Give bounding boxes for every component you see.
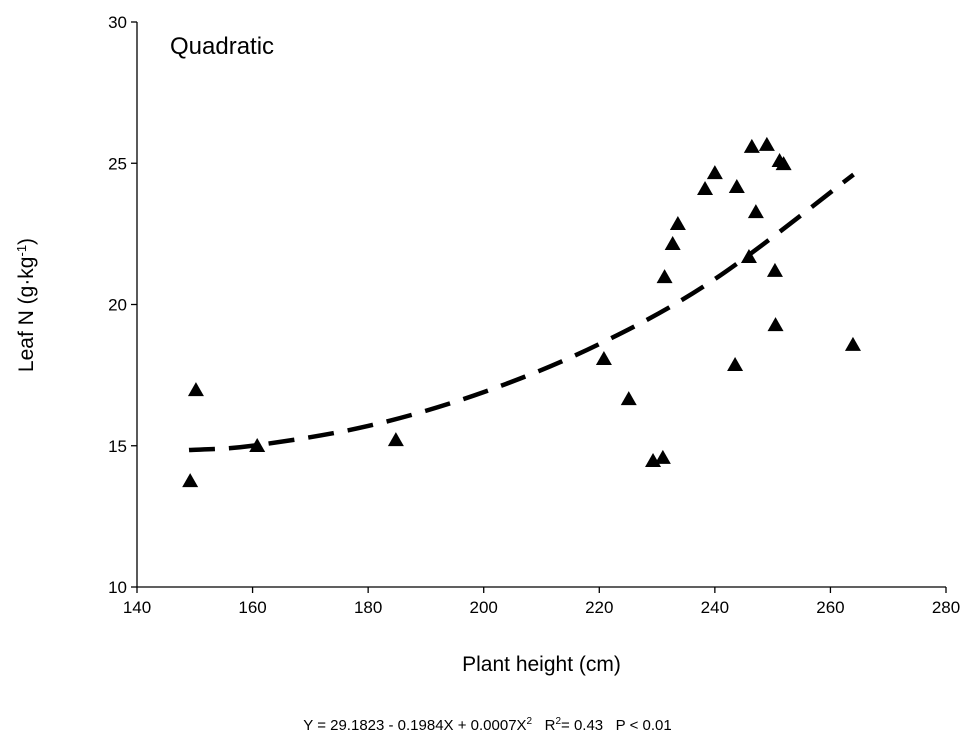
r-squared-value: = 0.43 <box>561 717 604 734</box>
x-tick-label: 280 <box>932 598 960 617</box>
x-tick-label: 160 <box>238 598 266 617</box>
chart-title: Quadratic <box>170 33 274 60</box>
data-point <box>595 351 612 366</box>
data-point <box>697 180 714 195</box>
equation-main: Y = 29.1823 - 0.1984X + 0.0007X <box>303 717 527 734</box>
y-tick-label: 25 <box>108 154 127 173</box>
data-point <box>620 391 637 406</box>
data-point <box>654 449 671 464</box>
equation-exponent: 2 <box>526 716 533 727</box>
data-point <box>669 215 686 230</box>
x-tick-label: 260 <box>816 598 844 617</box>
x-tick-label: 240 <box>701 598 729 617</box>
x-tick-label: 140 <box>123 598 151 617</box>
regression-equation: Y = 29.1823 - 0.1984X + 0.0007X2 R2= 0.4… <box>0 716 975 734</box>
data-point <box>187 382 204 397</box>
data-point <box>727 356 744 371</box>
data-point <box>743 138 760 153</box>
y-tick-label: 10 <box>108 578 127 597</box>
data-point <box>249 438 266 453</box>
y-tick-label: 30 <box>108 13 127 32</box>
data-point <box>775 156 792 171</box>
y-axis-label: Leaf N (g·kg-1) <box>14 238 38 372</box>
data-point <box>747 204 764 219</box>
data-point <box>182 473 199 488</box>
data-point <box>740 249 757 264</box>
data-point <box>758 136 775 151</box>
fit-curve <box>188 172 855 453</box>
data-point <box>387 432 404 447</box>
data-point <box>664 236 681 251</box>
x-tick-label: 180 <box>354 598 382 617</box>
data-point <box>766 262 783 277</box>
data-point <box>844 336 861 351</box>
y-tick-label: 15 <box>108 437 127 456</box>
y-tick-label: 20 <box>108 296 127 315</box>
x-axis-label: Plant height (cm) <box>462 653 621 676</box>
r-squared-exponent: 2 <box>555 716 562 727</box>
p-value: P < 0.01 <box>615 717 672 734</box>
x-tick-label: 220 <box>585 598 613 617</box>
data-point <box>656 269 673 284</box>
x-tick-label: 200 <box>470 598 498 617</box>
r-squared-label: R <box>544 717 556 734</box>
data-point <box>767 317 784 332</box>
data-point <box>728 178 745 193</box>
data-point <box>706 165 723 180</box>
